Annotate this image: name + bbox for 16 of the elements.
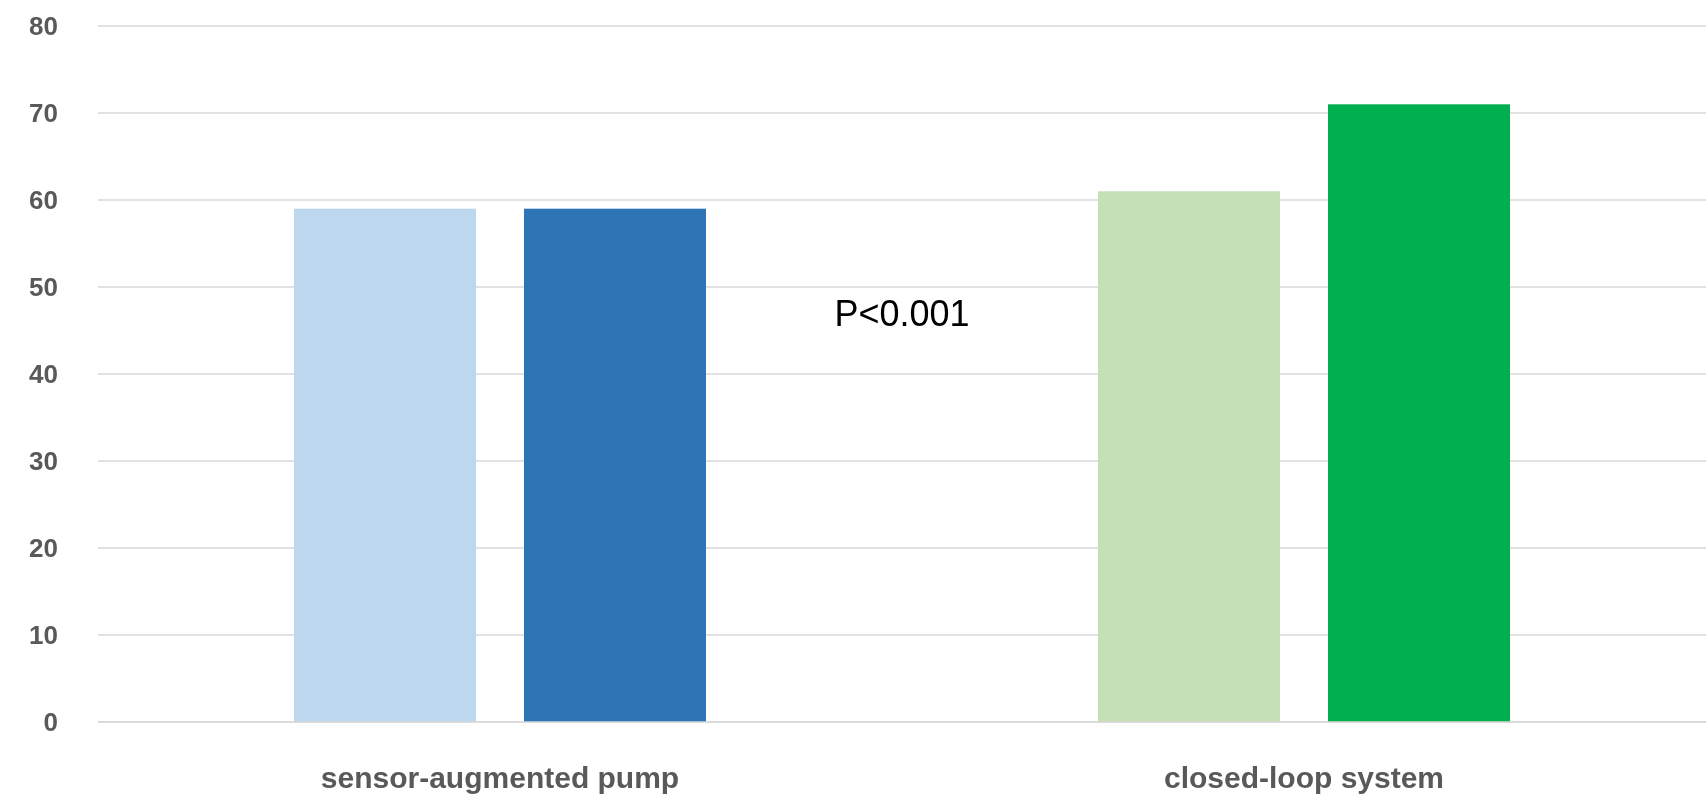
y-tick-label: 20 xyxy=(29,533,58,564)
y-tick-label: 60 xyxy=(29,185,58,216)
bar xyxy=(1098,191,1280,722)
bar xyxy=(294,208,476,722)
annotation: P<0.001 xyxy=(834,293,970,335)
y-tick-label: 40 xyxy=(29,359,58,390)
y-tick-label: 80 xyxy=(29,11,58,42)
y-tick-label: 30 xyxy=(29,446,58,477)
bar xyxy=(1328,104,1510,722)
bar xyxy=(524,208,706,722)
y-tick-label: 0 xyxy=(43,707,58,738)
x-tick-label: sensor-augmented pump xyxy=(320,761,680,794)
y-tick-label: 70 xyxy=(29,98,58,129)
y-tick-label: 10 xyxy=(29,620,58,651)
x-tick-label: closed-loop system xyxy=(1163,761,1445,794)
y-tick-label: 50 xyxy=(29,272,58,303)
